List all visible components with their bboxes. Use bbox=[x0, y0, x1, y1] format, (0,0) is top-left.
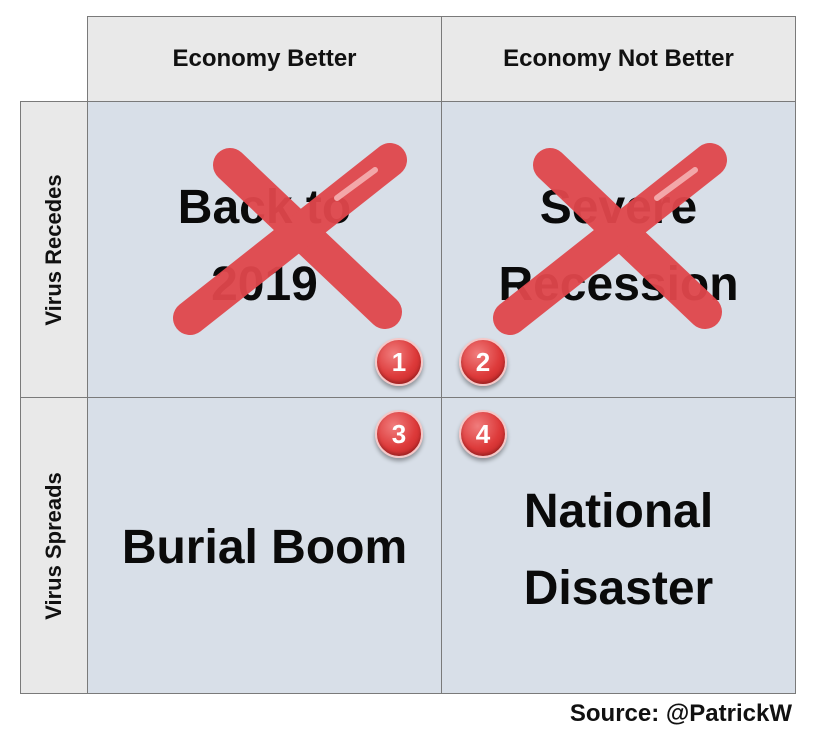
row-header-virus-recedes: Virus Recedes bbox=[20, 101, 88, 398]
number-badge-1: 1 bbox=[375, 338, 423, 386]
row-header-label: Virus Recedes bbox=[41, 173, 66, 326]
column-header-economy-better: Economy Better bbox=[87, 16, 442, 102]
column-header-label: Economy Better bbox=[172, 45, 357, 72]
source-credit: Source: @PatrickW bbox=[569, 700, 792, 727]
number-badge-3: 3 bbox=[375, 410, 423, 458]
quadrant-label-line1: Burial Boom bbox=[121, 521, 408, 575]
row-header-label: Virus Spreads bbox=[41, 471, 66, 620]
column-header-economy-not-better: Economy Not Better bbox=[441, 16, 796, 102]
quadrant-label-line2: Disaster bbox=[523, 561, 714, 615]
column-header-label: Economy Not Better bbox=[503, 45, 734, 72]
row-header-virus-spreads: Virus Spreads bbox=[20, 397, 88, 694]
number-badge-4: 4 bbox=[459, 410, 507, 458]
x-cross-icon bbox=[173, 143, 407, 335]
x-cross-icon bbox=[493, 143, 727, 335]
quadrant-label-line1: National bbox=[523, 484, 714, 538]
number-badge-2: 2 bbox=[459, 338, 507, 386]
